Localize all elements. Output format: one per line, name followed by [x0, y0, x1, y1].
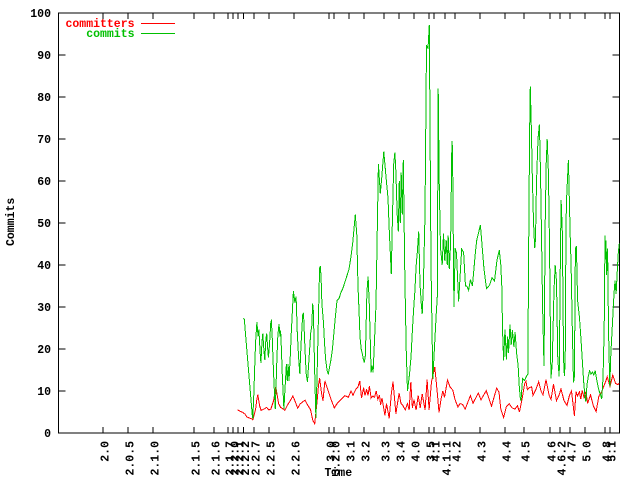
svg-text:2.2.6: 2.2.6	[291, 441, 304, 476]
svg-text:100: 100	[30, 8, 51, 21]
svg-text:2.0.5: 2.0.5	[125, 441, 138, 476]
svg-text:90: 90	[37, 50, 51, 63]
svg-text:20: 20	[37, 344, 51, 357]
svg-text:2.1.6: 2.1.6	[211, 441, 224, 476]
svg-text:3.3: 3.3	[381, 441, 394, 462]
svg-text:2.0: 2.0	[100, 441, 113, 462]
svg-text:2.2.5: 2.2.5	[266, 441, 279, 476]
svg-text:4.4: 4.4	[502, 441, 515, 462]
svg-text:80: 80	[37, 92, 51, 105]
svg-text:2.1.7: 2.1.7	[225, 441, 238, 476]
svg-text:30: 30	[37, 302, 51, 315]
svg-text:0: 0	[44, 428, 51, 441]
svg-text:2.1.5: 2.1.5	[191, 441, 204, 476]
svg-text:5.1: 5.1	[607, 441, 620, 462]
svg-text:3.2.0: 3.2.0	[331, 441, 344, 476]
svg-text:4.1: 4.1	[431, 441, 444, 462]
svg-text:4.2: 4.2	[452, 441, 465, 462]
svg-text:3.0: 3.0	[326, 441, 339, 462]
svg-text:Commits: Commits	[5, 198, 18, 246]
svg-text:2.2.0: 2.2.0	[230, 441, 243, 476]
svg-text:4.6: 4.6	[547, 441, 560, 462]
svg-text:50: 50	[37, 218, 51, 231]
svg-text:2.2.1: 2.2.1	[235, 441, 248, 476]
svg-text:4.6.2: 4.6.2	[557, 441, 570, 476]
svg-text:4.3: 4.3	[477, 441, 490, 462]
svg-text:Time: Time	[325, 467, 353, 480]
svg-text:2.2.7: 2.2.7	[251, 441, 264, 476]
svg-text:60: 60	[37, 176, 51, 189]
svg-text:3.2: 3.2	[361, 441, 374, 462]
svg-text:3.5: 3.5	[426, 441, 439, 462]
svg-text:committers: committers	[65, 18, 134, 31]
svg-text:5.0: 5.0	[582, 441, 595, 462]
svg-text:4.0: 4.0	[411, 441, 424, 462]
svg-text:3.4: 3.4	[396, 441, 409, 462]
svg-text:2.1.0: 2.1.0	[150, 441, 163, 476]
svg-text:3.1: 3.1	[346, 441, 359, 462]
svg-text:4.5: 4.5	[521, 441, 534, 462]
svg-text:40: 40	[37, 260, 51, 273]
svg-text:70: 70	[37, 134, 51, 147]
svg-text:4.8: 4.8	[602, 441, 615, 462]
svg-text:10: 10	[37, 386, 51, 399]
svg-text:4.7: 4.7	[567, 441, 580, 462]
svg-text:2.2.2: 2.2.2	[240, 441, 253, 476]
svg-text:commits: commits	[86, 28, 134, 41]
svg-text:4.1.1: 4.1.1	[442, 441, 455, 476]
